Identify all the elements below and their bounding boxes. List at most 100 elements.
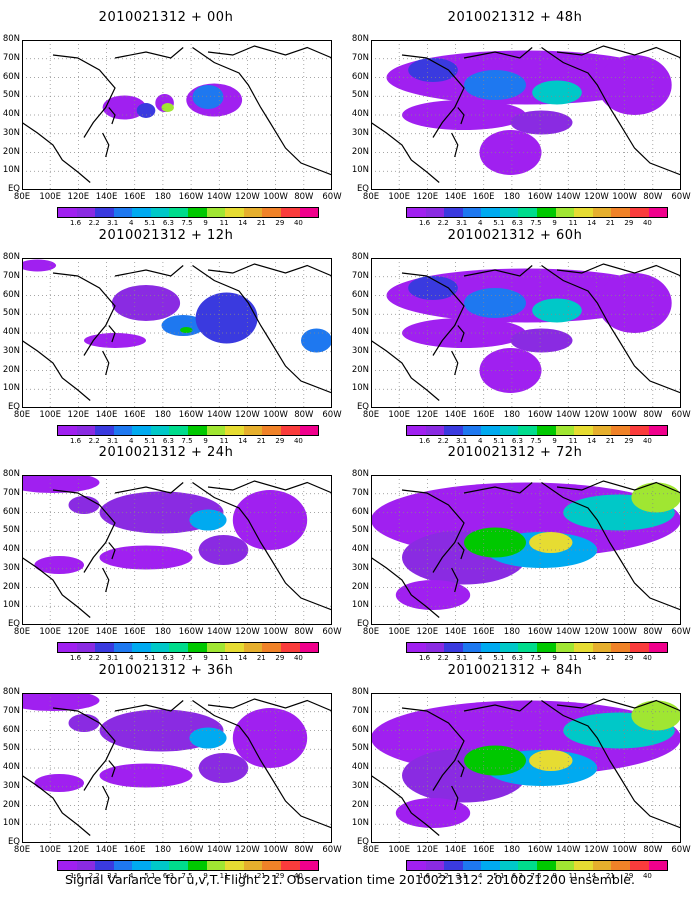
y-tick-label: 10N: [351, 818, 369, 829]
colorbar-swatch: [299, 643, 319, 652]
coastline: [108, 760, 116, 778]
coastline: [556, 45, 681, 59]
coastline: [371, 340, 440, 401]
colorbar-swatch: [76, 861, 96, 870]
variance-contour: [111, 285, 181, 321]
colorbar-swatch: [58, 208, 77, 217]
colorbar-swatch: [262, 426, 281, 435]
x-tick-label: 120W: [235, 845, 260, 855]
colorbar-label: 2.2: [88, 219, 100, 227]
x-tick-label: 140E: [95, 845, 118, 855]
y-tick-label: 30N: [351, 562, 369, 573]
colorbar-swatch: [243, 861, 263, 870]
colorbar-label: 2.2: [88, 437, 100, 445]
colorbar-swatch: [425, 861, 445, 870]
colorbar-swatch: [206, 426, 226, 435]
y-tick-label: 60N: [351, 71, 369, 82]
colorbar-label: 29: [624, 872, 634, 880]
colorbar-swatch: [592, 208, 612, 217]
coastline: [541, 700, 681, 829]
x-tick-label: 100E: [388, 845, 410, 855]
variance-contour: [68, 714, 100, 732]
colorbar-label: 3.1: [456, 219, 468, 227]
x-tick-label: 140E: [95, 410, 118, 420]
map-plot: [371, 40, 681, 190]
colorbar-swatch: [425, 643, 445, 652]
coastline: [52, 54, 116, 138]
colorbar-label: 7.5: [181, 219, 193, 227]
colorbar-swatch: [188, 426, 207, 435]
y-tick-label: EQ: [7, 837, 20, 847]
x-tick-label: 120E: [67, 192, 90, 202]
map-panel: 2010021312 + 00h: [0, 10, 340, 225]
coastline: [556, 263, 681, 277]
colorbar-swatch: [206, 208, 226, 217]
colorbar-label: 11: [568, 437, 578, 445]
colorbar-label: 1.6: [69, 872, 82, 880]
colorbar-label: 7.5: [530, 872, 542, 880]
figure-caption: Signal Variance for u,v,T. Flight 21. Ob…: [65, 872, 635, 887]
colorbar-swatch: [555, 426, 575, 435]
colorbar-swatch: [592, 861, 612, 870]
x-tick-label: 80W: [294, 845, 314, 855]
colorbar-swatch: [262, 861, 281, 870]
colorbar-label: 14: [587, 219, 597, 227]
colorbar-label: 11: [568, 219, 578, 227]
y-tick-label: 40N: [351, 544, 369, 554]
colorbar-label: 2.2: [88, 654, 100, 662]
colorbar-swatch: [537, 426, 556, 435]
colorbar-swatch: [648, 643, 668, 652]
variance-contour: [192, 85, 224, 109]
coastline: [207, 45, 332, 59]
colorbar-swatch: [648, 861, 668, 870]
colorbar-swatch: [462, 208, 482, 217]
y-tick-label: 30N: [2, 127, 20, 138]
colorbar-label: 3.1: [107, 219, 119, 227]
colorbar-label: 4: [478, 437, 483, 445]
y-tick-label: 40N: [2, 109, 20, 119]
x-tick-label: 180: [503, 410, 521, 420]
x-tick-label: 120E: [416, 845, 439, 855]
y-tick-label: 30N: [351, 345, 369, 356]
colorbar-swatch: [462, 426, 482, 435]
colorbar-swatch: [113, 643, 133, 652]
colorbar-label: 9: [203, 437, 208, 445]
y-tick-label: 40N: [351, 762, 369, 772]
colorbar-swatch: [169, 643, 189, 652]
colorbar-swatch: [537, 208, 556, 217]
y-tick-label: 30N: [2, 780, 20, 791]
y-tick-label: EQ: [356, 837, 369, 847]
variance-contour: [99, 545, 193, 570]
x-tick-label: 120W: [584, 845, 609, 855]
x-tick-label: 140W: [555, 410, 581, 420]
colorbar: [57, 860, 319, 871]
variance-contour: [464, 288, 526, 318]
colorbar-swatch: [113, 861, 133, 870]
panel-title: 2010021312 + 60h: [447, 228, 583, 243]
x-tick-label: 140E: [444, 410, 467, 420]
coastline: [541, 265, 681, 394]
colorbar-swatch: [150, 426, 170, 435]
colorbar-swatch: [132, 643, 151, 652]
colorbar: [57, 642, 319, 653]
x-tick-label: 80E: [13, 627, 31, 637]
colorbar-label: 11: [219, 872, 229, 880]
y-tick-label: 20N: [351, 146, 369, 157]
x-tick-label: 160W: [527, 410, 553, 420]
colorbar-label: 7.5: [181, 437, 193, 445]
y-tick-label: EQ: [356, 619, 369, 629]
y-tick-label: 70N: [2, 487, 20, 498]
map-panel: 2010021312 + 48h: [349, 10, 689, 225]
colorbar-label: 6.3: [511, 219, 523, 227]
x-tick-label: 180: [154, 410, 172, 420]
x-tick-label: 100W: [263, 410, 288, 420]
colorbar-label: 3.1: [107, 654, 119, 662]
colorbar-swatch: [407, 643, 426, 652]
coastline: [192, 47, 332, 176]
y-tick-label: 10N: [351, 600, 369, 611]
x-tick-label: 120E: [416, 627, 439, 637]
x-tick-label: 160E: [123, 627, 146, 637]
colorbar-swatch: [206, 861, 226, 870]
x-tick-label: 160W: [178, 627, 204, 637]
colorbar-swatch: [407, 861, 426, 870]
